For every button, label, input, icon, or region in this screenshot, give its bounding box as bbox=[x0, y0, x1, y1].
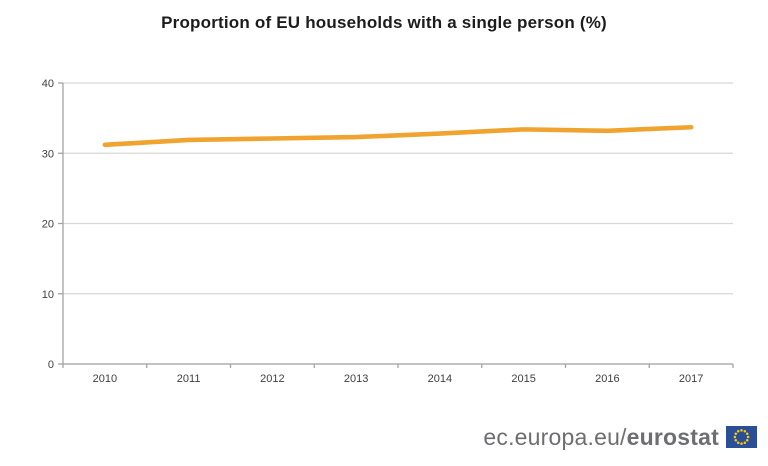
x-tick-label: 2012 bbox=[260, 373, 284, 385]
tick-labels-group: 0 10 20 30 40 2010 2011 2012 2013 2014 2015 2016 201… bbox=[42, 78, 704, 385]
y-tick-label: 10 bbox=[42, 289, 54, 301]
chart-plot: 0 10 20 30 40 2010 2011 2012 2013 2014 2015 2016 201… bbox=[42, 78, 734, 385]
x-tick-label: 2013 bbox=[344, 373, 368, 385]
footer-url-bold: eurostat bbox=[626, 423, 719, 450]
eu-flag-star bbox=[734, 439, 738, 442]
eu-flag-field bbox=[726, 426, 757, 448]
x-tick-label: 2010 bbox=[93, 373, 117, 385]
x-tick-label: 2017 bbox=[679, 373, 703, 385]
eu-flag-star bbox=[736, 441, 740, 444]
eu-flag-star bbox=[734, 432, 738, 435]
y-tick-label: 40 bbox=[42, 78, 54, 90]
eu-flag-star bbox=[743, 441, 747, 444]
gridlines-group bbox=[63, 82, 733, 365]
x-tick-label: 2015 bbox=[511, 373, 535, 385]
y-tick-label: 0 bbox=[48, 359, 54, 371]
eu-flag-star bbox=[743, 430, 747, 433]
series-group bbox=[102, 124, 694, 148]
eu-flag-star bbox=[736, 430, 740, 433]
x-tick-label: 2011 bbox=[177, 373, 201, 385]
x-tick-label: 2016 bbox=[595, 373, 619, 385]
eu-flag-star bbox=[740, 429, 743, 432]
eu-flag-star bbox=[740, 442, 743, 445]
eu-flag-star bbox=[733, 435, 737, 439]
y-tick-label: 20 bbox=[42, 219, 54, 231]
eu-flag-star bbox=[745, 439, 749, 442]
footer-url-regular: ec.europa.eu/ bbox=[483, 423, 627, 450]
chart-title: Proportion of EU households with a singl… bbox=[161, 13, 607, 32]
eu-flag-star bbox=[746, 435, 750, 439]
eu-flag-star bbox=[745, 432, 749, 435]
y-tick-label: 30 bbox=[42, 148, 54, 160]
eu-flag-icon bbox=[726, 426, 757, 448]
axes-group bbox=[58, 82, 734, 368]
footer-url: ec.europa.eu/eurostat bbox=[483, 424, 719, 451]
x-tick-label: 2014 bbox=[428, 373, 452, 385]
data-line bbox=[102, 124, 694, 148]
footer-branding: ec.europa.eu/eurostat bbox=[483, 423, 757, 451]
